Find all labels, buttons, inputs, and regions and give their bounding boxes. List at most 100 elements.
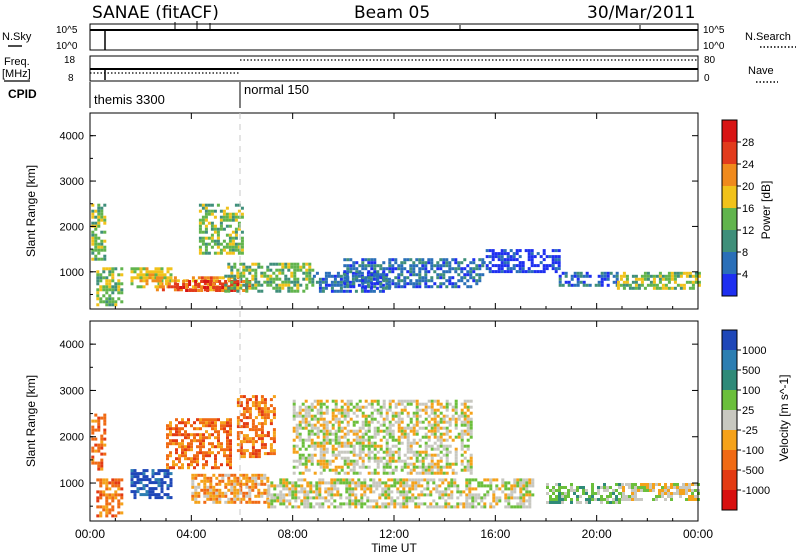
echo-cell	[103, 245, 107, 249]
echo-cell	[445, 414, 449, 418]
echo-cell	[102, 294, 106, 298]
echo-cell	[558, 495, 561, 498]
echo-cell	[312, 274, 316, 278]
echo-cell	[385, 411, 389, 415]
freq-label: Freq.	[4, 56, 30, 68]
echo-cell	[228, 236, 232, 240]
echo-cell	[445, 399, 449, 403]
echo-cell	[421, 459, 425, 463]
echo-cell	[439, 456, 443, 460]
echo-cell	[166, 436, 169, 440]
echo-cell	[501, 484, 505, 488]
echo-cell	[239, 274, 243, 278]
echo-cell	[391, 453, 395, 457]
echo-cell	[300, 502, 304, 506]
echo-cell	[370, 456, 374, 460]
echo-cell	[402, 487, 406, 491]
echo-cell	[263, 280, 267, 284]
echo-cell	[311, 268, 315, 272]
echo-cell	[302, 265, 306, 269]
echo-cell	[220, 463, 223, 467]
echo-cell	[385, 426, 389, 430]
echo-cell	[169, 433, 172, 437]
echo-cell	[166, 466, 169, 470]
echo-cell	[103, 452, 107, 456]
echo-cell	[631, 274, 635, 278]
echo-cell	[477, 496, 481, 500]
echo-cell	[215, 488, 219, 492]
echo-cell	[387, 505, 391, 509]
echo-cell	[230, 485, 234, 489]
echo-cell	[691, 283, 695, 287]
echo-cell	[269, 410, 273, 414]
echo-cell	[207, 212, 211, 216]
echo-cell	[316, 444, 320, 448]
echo-cell	[316, 399, 320, 403]
echo-cell	[196, 439, 199, 443]
echo-cell	[414, 478, 418, 482]
echo-cell	[625, 483, 628, 486]
echo-cell	[251, 262, 255, 266]
echo-cell	[325, 447, 329, 451]
echo-cell	[215, 276, 219, 280]
echo-cell	[228, 239, 232, 243]
echo-cell	[208, 436, 211, 440]
echo-cell	[266, 476, 270, 480]
echo-cell	[394, 420, 398, 424]
echo-cell	[497, 267, 501, 271]
echo-cell	[661, 495, 664, 498]
echo-cell	[349, 441, 353, 445]
echo-cell	[263, 452, 267, 456]
echo-cell	[427, 420, 431, 424]
echo-cell	[481, 273, 485, 277]
echo-cell	[597, 280, 601, 284]
echo-cell	[281, 280, 285, 284]
echo-cell	[334, 435, 338, 439]
echo-cell	[453, 484, 457, 488]
echo-cell	[215, 476, 219, 480]
echo-cell	[397, 414, 401, 418]
echo-cell	[463, 267, 467, 271]
echo-cell	[105, 267, 109, 271]
echo-cell	[489, 484, 493, 488]
echo-cell	[201, 251, 205, 255]
echo-cell	[251, 422, 255, 426]
echo-cell	[94, 461, 98, 465]
echo-cell	[166, 496, 170, 500]
echo-cell	[466, 285, 470, 289]
echo-cell	[215, 280, 219, 283]
echo-cell	[640, 283, 644, 287]
echo-cell	[430, 429, 434, 433]
echo-cell	[372, 274, 376, 278]
echo-cell	[463, 411, 467, 415]
echo-cell	[191, 479, 195, 483]
echo-cell	[142, 273, 146, 277]
echo-cell	[394, 411, 398, 415]
echo-cell	[430, 468, 434, 472]
echo-cell	[240, 230, 244, 234]
echo-cell	[260, 274, 264, 278]
echo-cell	[242, 283, 246, 287]
echo-cell	[469, 285, 473, 289]
echo-cell	[100, 446, 104, 450]
echo-cell	[670, 486, 673, 489]
echo-cell	[105, 291, 109, 295]
echo-cell	[260, 437, 264, 441]
echo-cell	[260, 271, 264, 275]
echo-cell	[522, 481, 526, 485]
echo-cell	[91, 209, 95, 213]
echo-cell	[96, 276, 100, 280]
echo-cell	[318, 490, 322, 494]
echo-cell	[564, 492, 567, 495]
echo-cell	[292, 405, 296, 409]
echo-cell	[491, 258, 495, 262]
echo-cell	[585, 498, 588, 501]
echo-cell	[348, 289, 352, 293]
echo-cell	[295, 423, 299, 427]
echo-cell	[242, 434, 246, 438]
echo-cell	[486, 490, 490, 494]
echo-cell	[294, 493, 298, 497]
echo-cell	[466, 408, 470, 412]
echo-cell	[378, 493, 382, 497]
echo-cell	[237, 245, 241, 249]
